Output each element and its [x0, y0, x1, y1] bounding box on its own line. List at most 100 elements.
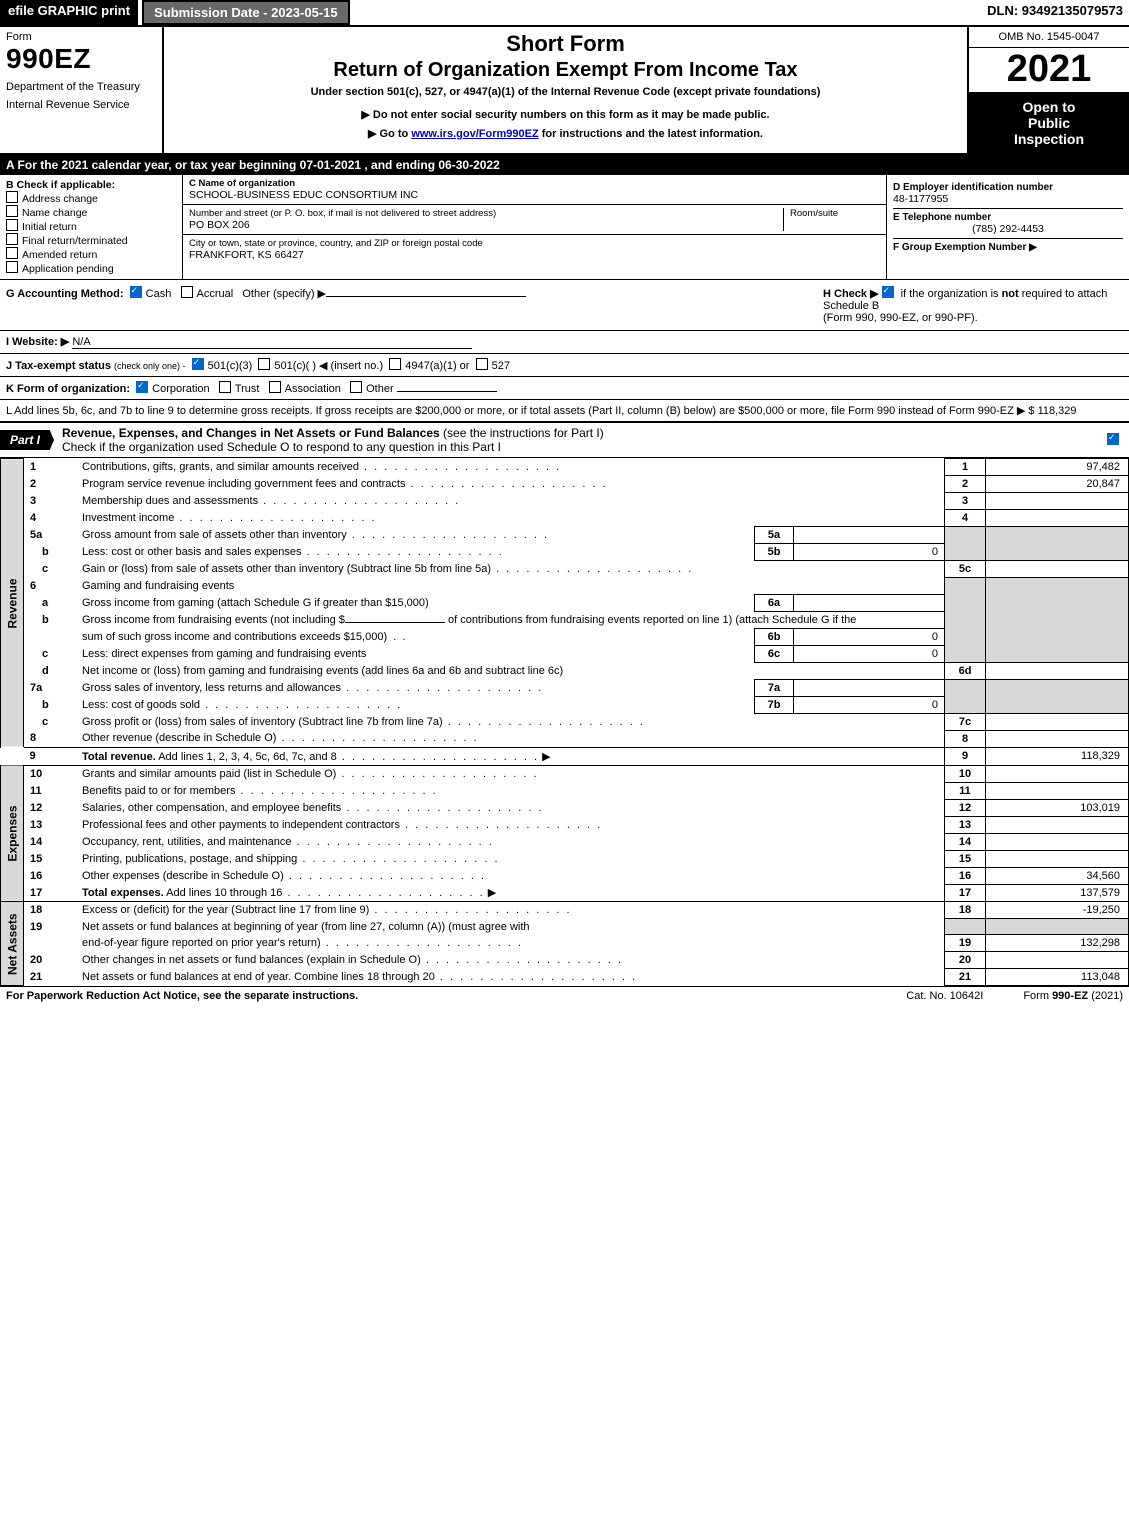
top-bar: efile GRAPHIC print Submission Date - 20…	[0, 0, 1129, 27]
line-7c: c Gross profit or (loss) from sales of i…	[1, 713, 1129, 730]
line-9: 9 Total revenue. Add lines 1, 2, 3, 4, 5…	[1, 747, 1129, 765]
checkbox-icon[interactable]	[130, 286, 142, 298]
efile-label: efile GRAPHIC print	[0, 0, 138, 25]
row-a-tax-year: A For the 2021 calendar year, or tax yea…	[0, 155, 1129, 175]
org-address: PO BOX 206	[189, 219, 783, 231]
row-l: L Add lines 5b, 6c, and 7b to line 9 to …	[0, 400, 1129, 423]
line-16: 16 Other expenses (describe in Schedule …	[1, 867, 1129, 884]
checkbox-icon[interactable]	[6, 205, 18, 217]
line-5a: 5a Gross amount from sale of assets othe…	[1, 527, 1129, 544]
section-c: C Name of organization SCHOOL-BUSINESS E…	[183, 175, 887, 279]
expenses-side-label: Expenses	[1, 765, 24, 902]
revenue-side-label: Revenue	[1, 459, 24, 748]
row-h: H Check ▶ if the organization is not req…	[817, 280, 1129, 330]
checkbox-icon[interactable]	[269, 381, 281, 393]
bcd-section: B Check if applicable: Address change Na…	[0, 175, 1129, 280]
line-15: 15 Printing, publications, postage, and …	[1, 850, 1129, 867]
checkbox-icon[interactable]	[192, 358, 204, 370]
other-blank	[397, 391, 497, 392]
checkbox-icon[interactable]	[219, 381, 231, 393]
g-label: G Accounting Method:	[6, 288, 124, 300]
line-6: 6 Gaming and fundraising events	[1, 578, 1129, 595]
ein-value: 48-1177955	[893, 193, 1123, 205]
line-10: Expenses 10 Grants and similar amounts p…	[1, 765, 1129, 782]
checkbox-icon[interactable]	[6, 191, 18, 203]
goto-post: for instructions and the latest informat…	[539, 128, 763, 140]
header-right: OMB No. 1545-0047 2021 Open to Public In…	[967, 27, 1129, 153]
open-line3: Inspection	[971, 131, 1127, 147]
b-name-change: Name change	[6, 205, 176, 219]
open-to-public: Open to Public Inspection	[969, 93, 1129, 153]
d-ein: D Employer identification number 48-1177…	[893, 179, 1123, 209]
b-amended: Amended return	[6, 247, 176, 261]
tel-value: (785) 292-4453	[893, 223, 1123, 235]
form-number: 990EZ	[6, 43, 156, 75]
schedo-checkbox	[1107, 433, 1129, 447]
irs-link[interactable]: www.irs.gov/Form990EZ	[411, 128, 538, 140]
checkbox-icon[interactable]	[258, 358, 270, 370]
row-g: G Accounting Method: Cash Accrual Other …	[0, 280, 817, 330]
org-name: SCHOOL-BUSINESS EDUC CONSORTIUM INC	[189, 189, 880, 201]
org-city: FRANKFORT, KS 66427	[189, 249, 483, 261]
c-name-cell: C Name of organization SCHOOL-BUSINESS E…	[183, 175, 886, 205]
b-addr-change: Address change	[6, 191, 176, 205]
tax-year: 2021	[969, 48, 1129, 93]
line-19b: end-of-year figure reported on prior yea…	[1, 935, 1129, 952]
l-value: 118,329	[1038, 405, 1077, 417]
under-section: Under section 501(c), 527, or 4947(a)(1)…	[172, 86, 959, 98]
line-7a: 7a Gross sales of inventory, less return…	[1, 679, 1129, 696]
d-tel: E Telephone number (785) 292-4453	[893, 209, 1123, 239]
j-label: J Tax-exempt status	[6, 360, 111, 372]
checkbox-icon[interactable]	[136, 381, 148, 393]
b-pending: Application pending	[6, 261, 176, 275]
part1-table: Revenue 1 Contributions, gifts, grants, …	[0, 458, 1129, 986]
d-group: F Group Exemption Number ▶	[893, 239, 1123, 256]
line-20: 20 Other changes in net assets or fund b…	[1, 952, 1129, 969]
line-2: 2 Program service revenue including gove…	[1, 476, 1129, 493]
row-k: K Form of organization: Corporation Trus…	[0, 377, 1129, 400]
checkbox-icon[interactable]	[6, 219, 18, 231]
line-18: Net Assets 18 Excess or (deficit) for th…	[1, 902, 1129, 919]
c-addr-cell: Number and street (or P. O. box, if mail…	[183, 205, 886, 235]
checkbox-icon[interactable]	[6, 261, 18, 273]
line-19a: 19 Net assets or fund balances at beginn…	[1, 919, 1129, 935]
part1-title: Revenue, Expenses, and Changes in Net As…	[54, 423, 1107, 457]
line-11: 11 Benefits paid to or for members 11	[1, 782, 1129, 799]
b-title: B Check if applicable:	[6, 179, 176, 191]
gh-row: G Accounting Method: Cash Accrual Other …	[0, 280, 1129, 331]
section-d: D Employer identification number 48-1177…	[887, 175, 1129, 279]
checkbox-icon[interactable]	[6, 247, 18, 259]
h-label: H Check ▶	[823, 288, 879, 300]
website-value: N/A	[72, 336, 90, 348]
line-3: 3 Membership dues and assessments 3	[1, 493, 1129, 510]
do-not-enter: ▶ Do not enter social security numbers o…	[172, 108, 959, 121]
b-initial: Initial return	[6, 219, 176, 233]
goto-line: ▶ Go to www.irs.gov/Form990EZ for instru…	[172, 127, 959, 140]
checkbox-icon[interactable]	[6, 233, 18, 245]
footer-left: For Paperwork Reduction Act Notice, see …	[6, 990, 866, 1002]
footer-right: Form 990-EZ (2021)	[1023, 990, 1123, 1002]
page-footer: For Paperwork Reduction Act Notice, see …	[0, 986, 1129, 1005]
c-city-label: City or town, state or province, country…	[189, 238, 483, 249]
form-990ez-page: efile GRAPHIC print Submission Date - 20…	[0, 0, 1129, 1005]
line-14: 14 Occupancy, rent, utilities, and maint…	[1, 833, 1129, 850]
form-label: Form	[6, 31, 156, 43]
l-text: L Add lines 5b, 6c, and 7b to line 9 to …	[6, 405, 1014, 417]
row-i: I Website: ▶ N/A	[0, 331, 1129, 354]
checkbox-icon[interactable]	[476, 358, 488, 370]
line-21: 21 Net assets or fund balances at end of…	[1, 969, 1129, 986]
irs-label: Internal Revenue Service	[6, 99, 156, 111]
checkbox-icon[interactable]	[1107, 433, 1119, 445]
form-header: Form 990EZ Department of the Treasury In…	[0, 27, 1129, 155]
checkbox-icon[interactable]	[181, 286, 193, 298]
return-title: Return of Organization Exempt From Incom…	[172, 59, 959, 82]
checkbox-icon[interactable]	[350, 381, 362, 393]
k-label: K Form of organization:	[6, 383, 130, 395]
submission-date: Submission Date - 2023-05-15	[142, 0, 350, 25]
row-j: J Tax-exempt status (check only one) - 5…	[0, 354, 1129, 377]
c-city-cell: City or town, state or province, country…	[183, 235, 886, 264]
c-addr-label: Number and street (or P. O. box, if mail…	[189, 208, 783, 219]
checkbox-icon[interactable]	[882, 286, 894, 298]
goto-pre: ▶ Go to	[368, 128, 411, 140]
checkbox-icon[interactable]	[389, 358, 401, 370]
